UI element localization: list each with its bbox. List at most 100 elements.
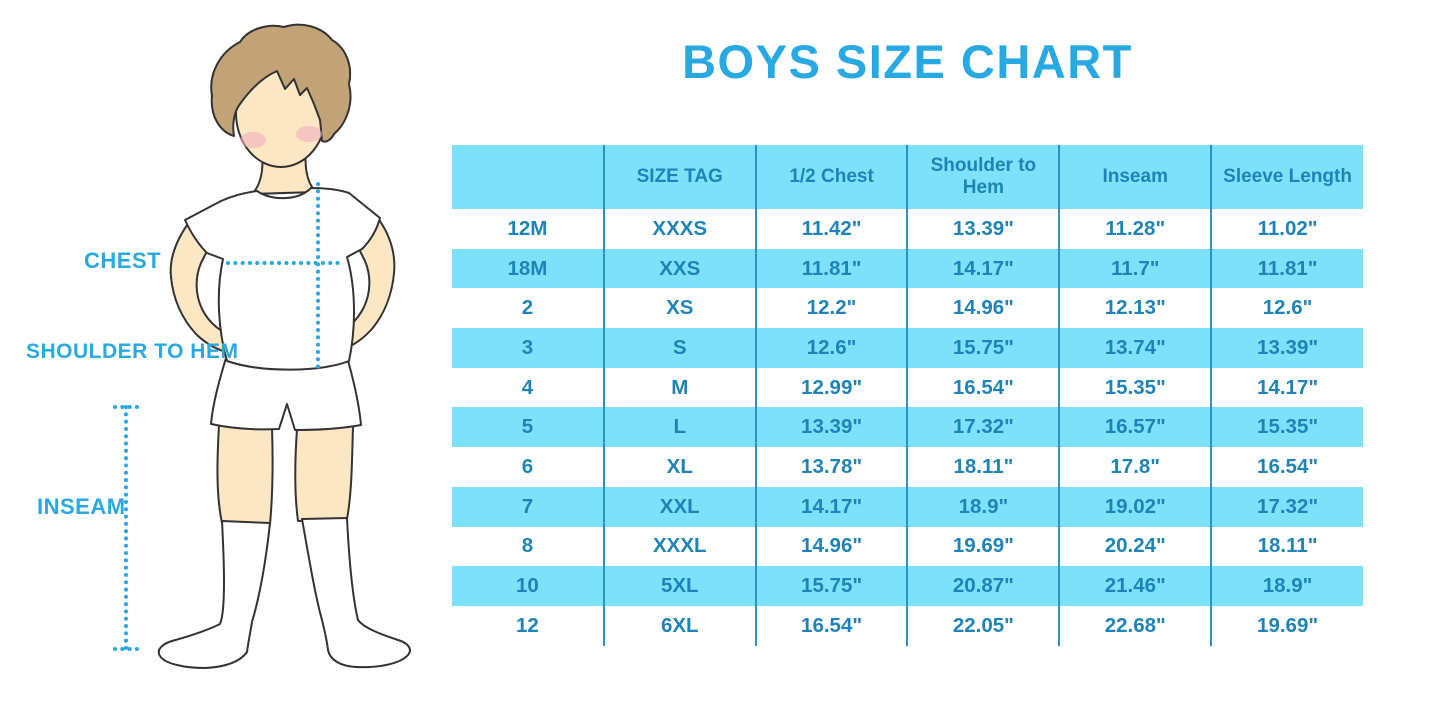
table-row: 10 5XL 15.75" 20.87" 21.46" 18.9" <box>452 566 1363 606</box>
table-row: 12M XXXS 11.42" 13.39" 11.28" 11.02" <box>452 209 1363 249</box>
table-cell: 14.17" <box>754 486 908 527</box>
table-cell: 12.6" <box>754 328 908 368</box>
page-title: BOYS SIZE CHART <box>682 35 1133 88</box>
table-cell: 20.87" <box>906 566 1060 606</box>
table-cell: 22.05" <box>906 605 1060 646</box>
table-cell: 16.54" <box>1210 447 1363 487</box>
header-cell-size <box>452 145 604 209</box>
left-leg <box>216 424 274 525</box>
table-cell: 12.2" <box>754 288 908 329</box>
table-cell: XL <box>602 447 756 487</box>
table-cell: 12.99" <box>754 367 908 408</box>
boy-measurement-figure: CHEST SHOULDER TO HEM INSEAM <box>0 0 445 723</box>
table-cell: 11.81" <box>754 248 908 289</box>
table-cell: 18.9" <box>906 486 1060 527</box>
table-cell: 3 <box>452 328 604 368</box>
table-cell: 14.96" <box>754 526 908 567</box>
table-cell: 14.17" <box>1210 367 1363 408</box>
table-cell: 13.39" <box>1210 328 1363 368</box>
table-row: 8 XXXL 14.96" 19.69" 20.24" 18.11" <box>452 526 1363 567</box>
table-cell: 15.35" <box>1210 407 1363 448</box>
table-cell: 18M <box>452 248 604 289</box>
table-cell: 16.57" <box>1058 407 1212 448</box>
table-cell: 17.32" <box>906 407 1060 448</box>
table-cell: 15.75" <box>754 566 908 606</box>
boy-illustration <box>113 23 411 669</box>
table-cell: 12.13" <box>1058 288 1212 329</box>
table-cell: 4 <box>452 367 604 408</box>
table-cell: S <box>602 328 756 368</box>
left-blush <box>240 132 266 148</box>
inseam-label: INSEAM <box>37 494 126 519</box>
table-cell: 11.02" <box>1210 209 1363 249</box>
table-cell: 13.39" <box>906 209 1060 249</box>
table-cell: 6XL <box>602 605 756 646</box>
table-cell: 19.69" <box>906 526 1060 567</box>
hair <box>210 23 352 143</box>
table-cell: 14.17" <box>906 248 1060 289</box>
size-table-header: SIZE TAG 1/2 Chest Shoulder to Hem Insea… <box>452 145 1363 209</box>
table-cell: 11.7" <box>1058 248 1212 289</box>
table-cell: 5 <box>452 407 604 448</box>
table-cell: 13.78" <box>754 447 908 487</box>
table-cell: XXL <box>602 486 756 527</box>
table-cell: 11.42" <box>754 209 908 249</box>
table-cell: M <box>602 367 756 408</box>
table-cell: 2 <box>452 288 604 329</box>
table-row: 5 L 13.39" 17.32" 16.57" 15.35" <box>452 407 1363 448</box>
table-cell: 17.32" <box>1210 486 1363 527</box>
tshirt <box>184 187 381 371</box>
size-table-body: 12M XXXS 11.42" 13.39" 11.28" 11.02" 18M XXS 11.… <box>452 209 1363 646</box>
chest-label: CHEST <box>84 248 162 273</box>
table-cell: L <box>602 407 756 448</box>
header-cell-inseam: Inseam <box>1058 145 1212 209</box>
right-sock <box>301 517 411 669</box>
table-cell: 19.69" <box>1210 605 1363 646</box>
table-cell: 15.75" <box>906 328 1060 368</box>
left-sock <box>157 520 271 669</box>
table-row: 4 M 12.99" 16.54" 15.35" 14.17" <box>452 367 1363 408</box>
table-row: 12 6XL 16.54" 22.05" 22.68" 19.69" <box>452 605 1363 646</box>
right-leg <box>294 425 354 522</box>
table-cell: 22.68" <box>1058 605 1212 646</box>
table-row: 6 XL 13.78" 18.11" 17.8" 16.54" <box>452 447 1363 487</box>
size-chart-table: SIZE TAG 1/2 Chest Shoulder to Hem Insea… <box>452 145 1363 646</box>
table-cell: 12 <box>452 605 604 646</box>
table-cell: 15.35" <box>1058 367 1212 408</box>
table-cell: 18.11" <box>1210 526 1363 567</box>
table-cell: XXXL <box>602 526 756 567</box>
shoulder-to-hem-label: SHOULDER TO HEM <box>26 340 239 363</box>
header-cell-half-chest: 1/2 Chest <box>754 145 908 209</box>
table-cell: 16.54" <box>754 605 908 646</box>
table-cell: 7 <box>452 486 604 527</box>
table-cell: 11.81" <box>1210 248 1363 289</box>
table-cell: XXXS <box>602 209 756 249</box>
shorts <box>210 356 362 431</box>
header-cell-sleeve-length: Sleeve Length <box>1210 145 1363 209</box>
table-cell: XXS <box>602 248 756 289</box>
table-cell: 12.6" <box>1210 288 1363 329</box>
header-cell-size-tag: SIZE TAG <box>602 145 756 209</box>
table-cell: 6 <box>452 447 604 487</box>
table-cell: 18.9" <box>1210 566 1363 606</box>
table-cell: 18.11" <box>906 447 1060 487</box>
header-cell-shoulder-to-hem: Shoulder to Hem <box>906 145 1060 209</box>
table-cell: 11.28" <box>1058 209 1212 249</box>
table-row: 2 XS 12.2" 14.96" 12.13" 12.6" <box>452 288 1363 329</box>
table-row: 7 XXL 14.17" 18.9" 19.02" 17.32" <box>452 486 1363 527</box>
table-cell: 13.39" <box>754 407 908 448</box>
right-blush <box>296 126 322 142</box>
table-cell: 5XL <box>602 566 756 606</box>
table-cell: 10 <box>452 566 604 606</box>
table-cell: 16.54" <box>906 367 1060 408</box>
table-row: 18M XXS 11.81" 14.17" 11.7" 11.81" <box>452 248 1363 289</box>
header-row: SIZE TAG 1/2 Chest Shoulder to Hem Insea… <box>452 145 1363 209</box>
table-cell: XS <box>602 288 756 329</box>
table-cell: 17.8" <box>1058 447 1212 487</box>
table-row: 3 S 12.6" 15.75" 13.74" 13.39" <box>452 328 1363 368</box>
table-cell: 13.74" <box>1058 328 1212 368</box>
table-cell: 21.46" <box>1058 566 1212 606</box>
table-cell: 20.24" <box>1058 526 1212 567</box>
table-cell: 19.02" <box>1058 486 1212 527</box>
